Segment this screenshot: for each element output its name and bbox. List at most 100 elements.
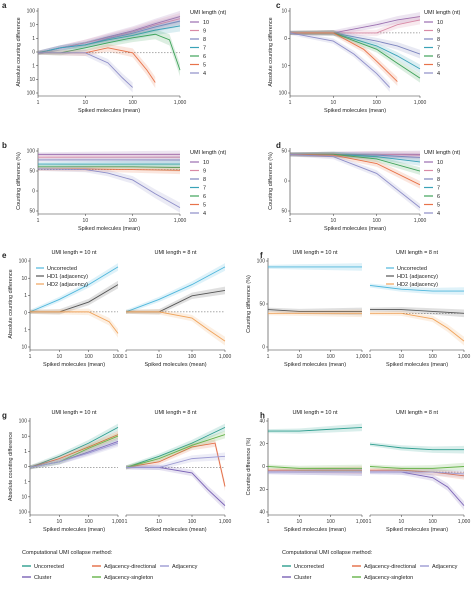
panel-e-band-hd1-adjacency- [30, 280, 118, 315]
panel-a-legend-title: UMI length (nt) [190, 10, 227, 16]
panel-f-series-hd2-adjacency- [370, 312, 465, 342]
panel-f-x-tick-label: 1 [267, 354, 270, 360]
panel-g-y-tick-label: 1 [24, 449, 27, 455]
panel-e-x-label: Spiked molecules (mean) [43, 362, 105, 368]
panel-f-x-tick-label: 100 [326, 354, 335, 360]
panel-c-y-tick-label: 10 [281, 9, 287, 15]
panel-f-legend-label: HD1 (adjacency) [397, 274, 438, 280]
panel-g-series-adjacency-directional [125, 442, 226, 487]
panel-h-x-label: Spiked molecules (mean) [284, 527, 346, 533]
panel-g-series-adjacency-directional [29, 434, 119, 468]
panel-d-legend-label: 9 [437, 168, 440, 174]
panel-a-y-tick-label: 0 [32, 50, 35, 56]
panel-g-band-uncorrected [126, 423, 225, 470]
panel-d-x-tick-label: 100 [372, 218, 381, 224]
panel-a-legend-label: 4 [203, 71, 206, 77]
panel-f-x-tick-label: 1,000 [458, 354, 471, 360]
panel-a-x-tick-label: 1,000 [174, 100, 187, 106]
panel-f-y-tick-label: 50 [259, 302, 265, 308]
panel-e-subtitle: UMI length = 10 nt [51, 250, 97, 256]
panel-g-y-tick-label: 100 [19, 419, 28, 425]
panel-d-legend-label: 7 [437, 185, 440, 191]
panel-c-y-label: Absolute counting difference [268, 17, 274, 86]
panel-f-x-tick-label: 10 [297, 354, 303, 360]
panel-h-legend-label: Adjacency-singleton [364, 575, 413, 581]
panel-b-legend-label: 10 [203, 160, 209, 166]
panel-h-y-tick-label: 40 [259, 510, 265, 516]
panel-g-x-tick-label: 1,000 [219, 519, 232, 525]
panel-g-series-uncorrected [125, 426, 226, 468]
panel-b-legend-title: UMI length (nt) [190, 150, 227, 156]
panel-h-band-cluster [370, 469, 464, 511]
panel-g-x-tick-label: 1,000 [112, 519, 125, 525]
panel-c-y-tick-label: 100 [279, 91, 288, 97]
panel-g-band-adjacency-directional [30, 430, 118, 470]
panel-d-y-tick-label: 0 [284, 179, 287, 185]
panel-a-legend-label: 6 [203, 54, 206, 60]
panel-b-band-4 [38, 166, 180, 213]
panel-h-legend-label: Adjacency-directional [364, 564, 416, 570]
panel-b-x-tick-label: 10 [83, 218, 89, 224]
panel-h-series-adjacency-directional [370, 469, 465, 477]
panel-b-y-tick-label: 50 [29, 209, 35, 215]
panel-b-x-tick-label: 1,000 [174, 218, 187, 224]
panel-f-subtitle: UMI length = 10 nt [292, 250, 338, 256]
panel-g-band-uncorrected [30, 423, 118, 470]
panel-h-x-tick-label: 10 [297, 519, 303, 525]
panel-h-x-tick-label: 1,000 [356, 519, 369, 525]
panel-c-x-tick-label: 100 [372, 100, 381, 106]
panel-b-x-tick-label: 100 [128, 218, 137, 224]
panel-b-legend-label: 8 [203, 177, 206, 183]
panel-c-band-4 [290, 30, 390, 92]
panel-b-legend-label: 5 [203, 202, 206, 208]
panel-d-x-label: Spiked molecules (mean) [324, 226, 386, 232]
panel-a-y-tick-label: 10 [29, 22, 35, 28]
panel-e-x-tick-label: 1 [125, 354, 128, 360]
panel-f-band-hd2-adjacency- [370, 310, 464, 346]
panel-g-band-cluster [126, 464, 225, 511]
panel-f-legend-label: Uncorrected [397, 266, 427, 272]
panel-h-x-label-2: Spiked molecules (mean) [386, 527, 448, 533]
panel-h-x-tick-label: 1,000 [458, 519, 471, 525]
panel-g-band-adjacency [30, 439, 118, 470]
panel-f-series-hd1-adjacency- [267, 309, 362, 312]
panel-c-band-5 [290, 30, 398, 86]
panel-g-y-label: Absolute counting difference [8, 432, 14, 501]
panel-b-series-6 [38, 166, 181, 168]
panel-c-x-label: Spiked molecules (mean) [324, 108, 386, 114]
panel-a-legend-label: 9 [203, 28, 206, 34]
panel-d-legend-label: 6 [437, 194, 440, 200]
panel-h-legend-label: Adjacency [432, 564, 458, 570]
panel-g-subtitle: UMI length = 8 nt [154, 410, 197, 416]
panel-c-legend-label: 8 [437, 37, 440, 43]
panel-g-x-tick-label: 1 [125, 519, 128, 525]
panel-d-y-label: Counting difference (%) [268, 152, 274, 210]
panel-b-y-label: Counting difference (%) [16, 152, 22, 210]
panel-c-x-tick-label: 1,000 [414, 100, 427, 106]
panel-c-label: c [276, 1, 281, 10]
panel-a-series-6 [38, 33, 181, 71]
panel-c-x-tick-label: 10 [331, 100, 337, 106]
panel-h-y-tick-label: 0 [262, 464, 265, 470]
panel-h-series-adjacency [370, 471, 465, 475]
panel-g-series-cluster [126, 466, 226, 506]
panel-d-band-4 [290, 152, 420, 212]
panel-h-legend-label: Cluster [294, 575, 312, 581]
panel-b-legend-label: 4 [203, 211, 206, 217]
panel-h-y-tick-label: 40 [259, 419, 265, 425]
panel-e-x-tick-label: 1 [29, 354, 32, 360]
panel-f-x-tick-label: 1 [369, 354, 372, 360]
panel-g-x-tick-label: 10 [156, 519, 162, 525]
panel-d-legend-label: 8 [437, 177, 440, 183]
panel-c-band-7 [290, 30, 420, 74]
panel-f-series-uncorrected [369, 285, 464, 292]
panel-a-series-7 [37, 25, 181, 54]
panel-b-x-label: Spiked molecules (mean) [78, 226, 140, 232]
panel-g-legend-label: Adjacency-singleton [104, 575, 153, 581]
panel-e-band-hd2-adjacency- [30, 308, 118, 338]
panel-c-legend-label: 7 [437, 45, 440, 51]
panel-g-band-cluster [30, 437, 118, 470]
panel-b-legend-label: 6 [203, 194, 206, 200]
panel-g-series-uncorrected [29, 426, 119, 468]
panel-a-legend-label: 7 [203, 45, 206, 51]
